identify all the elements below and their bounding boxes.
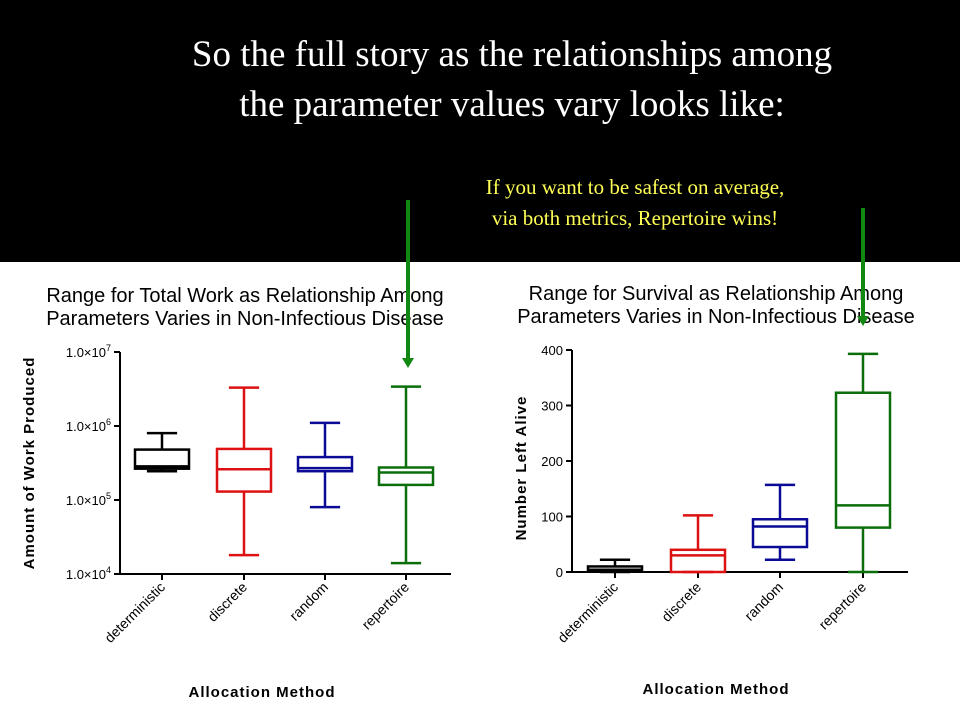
y-tick-label: 1.0×104 <box>66 565 111 582</box>
panel-bottom-strip <box>0 712 490 720</box>
x-tick-label-discrete: discrete <box>204 579 250 625</box>
callout-note-line1: If you want to be safest on average, <box>485 175 785 199</box>
callout-note-line2: via both metrics, Repertoire wins! <box>491 206 779 230</box>
x-tick-label-discrete: discrete <box>658 579 704 625</box>
chart-2: Range for Survival as Relationship Among… <box>513 283 915 698</box>
callout-note: If you want to be safest on average, via… <box>380 172 890 234</box>
slide-title-line1: So the full story as the relationships a… <box>191 34 833 75</box>
y-tick-label: 200 <box>541 454 563 469</box>
x-tick-label-deterministic: deterministic <box>101 579 168 646</box>
x-tick-label-repertoire: repertoire <box>815 579 869 633</box>
y-axis-label: Number Left Alive <box>513 396 530 541</box>
slide-title: So the full story as the relationships a… <box>0 30 960 130</box>
slide-header: So the full story as the relationships a… <box>0 0 960 262</box>
chart-title-line1: Range for Survival as Relationship Among <box>529 283 904 305</box>
box-iqr <box>751 518 809 549</box>
x-tick-label-random: random <box>741 579 786 624</box>
box-random <box>296 421 354 509</box>
chart-title-line2: Parameters Varies in Non-Infectious Dise… <box>46 308 444 330</box>
y-tick-label: 300 <box>541 399 563 414</box>
y-tick-label: 400 <box>541 343 563 358</box>
box-discrete <box>669 514 727 574</box>
arrow-head-1 <box>402 358 414 368</box>
x-tick-label-random: random <box>286 579 331 624</box>
y-tick-label: 1.0×105 <box>66 491 111 508</box>
box-iqr <box>296 455 354 473</box>
chart-title-line2: Parameters Varies in Non-Infectious Dise… <box>517 306 915 328</box>
slide-title-line2: the parameter values vary looks like: <box>239 84 785 125</box>
box-iqr <box>669 548 727 574</box>
box-iqr <box>834 391 892 529</box>
y-tick-label: 1.0×106 <box>66 417 111 434</box>
box-iqr <box>133 448 191 470</box>
box-discrete <box>215 386 273 557</box>
x-tick-label-deterministic: deterministic <box>554 579 621 646</box>
x-tick-label-repertoire: repertoire <box>358 579 412 633</box>
arrow-head-2 <box>857 316 869 326</box>
chart-1: Range for Total Work as Relationship Amo… <box>21 285 451 701</box>
charts-panel <box>0 262 960 720</box>
callout-arrows <box>402 200 869 368</box>
box-deterministic <box>586 558 644 574</box>
y-tick-label: 1.0×107 <box>66 343 111 360</box>
box-repertoire <box>834 352 892 574</box>
x-axis-label: Allocation Method <box>643 681 790 698</box>
box-random <box>751 483 809 562</box>
box-repertoire <box>377 385 435 565</box>
box-deterministic <box>133 431 191 473</box>
x-axis-label: Allocation Method <box>189 684 336 701</box>
box-iqr <box>377 466 435 487</box>
y-axis-label: Amount of Work Produced <box>21 357 38 570</box>
chart-title-line1: Range for Total Work as Relationship Amo… <box>46 285 443 307</box>
y-tick-label: 100 <box>541 510 563 525</box>
y-tick-label: 0 <box>556 565 563 580</box>
